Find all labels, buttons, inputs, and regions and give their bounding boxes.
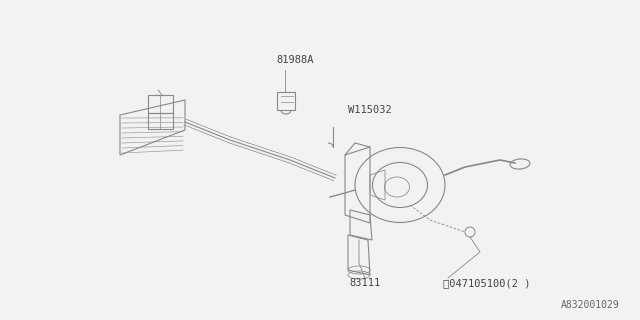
Text: Ⓢ047105100(2 ): Ⓢ047105100(2 ) bbox=[443, 278, 531, 288]
Text: 81988A: 81988A bbox=[276, 55, 314, 65]
Text: W115032: W115032 bbox=[348, 105, 392, 115]
Text: A832001029: A832001029 bbox=[561, 300, 620, 310]
Text: 83111: 83111 bbox=[349, 278, 381, 288]
